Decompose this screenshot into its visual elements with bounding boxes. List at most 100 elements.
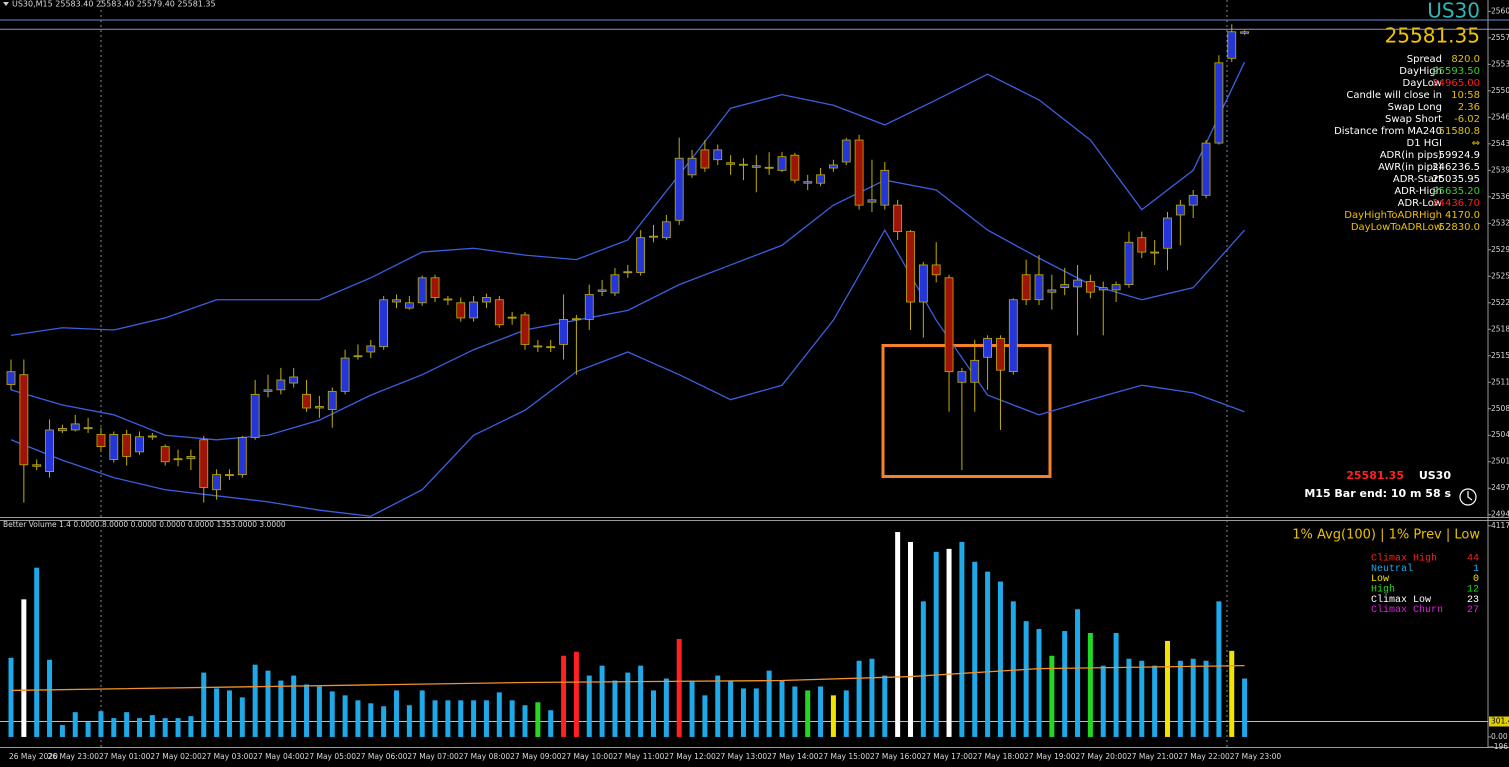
- candle-body: [1111, 284, 1121, 291]
- volume-bar: [368, 703, 374, 737]
- candle-body: [392, 299, 401, 303]
- volume-bar: [124, 712, 130, 737]
- volume-bar: [599, 665, 605, 737]
- candle-body: [340, 357, 350, 392]
- volume-bar: [59, 725, 65, 737]
- volume-bar: [612, 680, 618, 737]
- volume-bar: [278, 680, 284, 737]
- candle-body: [353, 355, 363, 358]
- y-tick-label: 24940: [1491, 510, 1509, 519]
- legend-count: 23: [1467, 595, 1479, 606]
- x-tick-label: 27 May 12:00: [664, 752, 716, 761]
- volume-bar: [625, 672, 631, 737]
- candle-body: [636, 237, 646, 273]
- info-value: 51580.8: [1439, 126, 1480, 137]
- info-label: Spread: [1407, 54, 1442, 65]
- volume-bar: [1229, 650, 1235, 737]
- volume-bar: [34, 567, 40, 737]
- candle-body: [674, 157, 684, 221]
- volume-bar: [779, 680, 785, 737]
- timer-symbol: US30: [1419, 469, 1452, 482]
- candle-body: [443, 298, 453, 301]
- candle-body: [1175, 204, 1185, 216]
- candle-body: [906, 231, 915, 303]
- candle-body: [173, 458, 183, 461]
- info-value: 10:58: [1451, 90, 1480, 101]
- candle-body: [276, 379, 286, 391]
- volume-bar: [985, 571, 991, 737]
- candle-body: [1060, 284, 1070, 289]
- candle-body: [610, 274, 620, 294]
- x-tick-label: 27 May 23:00: [1230, 752, 1282, 761]
- candle-body: [1008, 299, 1018, 373]
- candle-body: [1240, 31, 1249, 34]
- info-label: Swap Short: [1385, 114, 1442, 125]
- candle-body: [1021, 274, 1031, 301]
- symbol: US30: [1427, 0, 1480, 23]
- volume-bar: [8, 657, 14, 737]
- info-label: Swap Long: [1388, 102, 1442, 113]
- volume-bar: [239, 697, 245, 737]
- volume-bar: [689, 680, 695, 737]
- legend-count: 44: [1467, 554, 1479, 565]
- y-tick-label: 25185: [1491, 324, 1509, 333]
- candle-body: [1137, 237, 1147, 253]
- y-tick-label: 25500: [1491, 86, 1509, 95]
- candle-body: [404, 302, 414, 309]
- volume-bar: [548, 710, 554, 737]
- x-tick-label: 27 May 07:00: [407, 752, 459, 761]
- volume-bar: [1139, 660, 1145, 737]
- candle-body: [996, 337, 1005, 371]
- volume-bar: [72, 712, 78, 737]
- volume-bar: [1177, 660, 1183, 737]
- candle-body: [957, 371, 967, 383]
- candle-body: [726, 162, 735, 165]
- info-label: D1 HGI: [1407, 138, 1442, 149]
- info-value: ⇔: [1472, 138, 1480, 149]
- volume-bar: [522, 705, 528, 737]
- info-label: AWR(in pips): [1378, 162, 1442, 173]
- volume-average: [10, 665, 1245, 692]
- candle-body: [366, 345, 376, 353]
- volume-bar: [1062, 631, 1068, 737]
- y-tick-label: 25465: [1491, 112, 1509, 121]
- candle-body: [841, 139, 851, 163]
- x-tick-label: 27 May 21:00: [1127, 752, 1179, 761]
- volume-bar: [1165, 640, 1170, 737]
- volume-bar: [882, 675, 888, 737]
- info-value: -6.02: [1454, 114, 1480, 125]
- timer-price: 25581.35: [1346, 469, 1404, 482]
- volume-bar: [1152, 665, 1158, 737]
- info-value: 24965.00: [1432, 78, 1480, 89]
- candle-body: [160, 446, 170, 463]
- info-value: 59924.9: [1439, 150, 1480, 161]
- legend-name: Climax Low: [1371, 594, 1431, 606]
- y-tick-label: 25010: [1491, 457, 1509, 466]
- candle-body: [507, 316, 517, 319]
- info-label: Distance from MA240: [1334, 126, 1442, 137]
- menu-icon[interactable]: [3, 2, 9, 6]
- candle-body: [314, 406, 324, 409]
- volume-bar: [201, 672, 207, 737]
- volume-bar: [1087, 632, 1093, 737]
- volume-bar: [21, 599, 27, 737]
- candle-body: [456, 302, 466, 319]
- timer-text: M15 Bar end: 10 m 58 s: [1304, 487, 1451, 500]
- info-value: 246236.5: [1432, 162, 1480, 173]
- volume-bar: [856, 660, 862, 737]
- volume-bar: [47, 659, 53, 737]
- candle-body: [212, 474, 222, 491]
- candle-body: [494, 299, 504, 326]
- info-value: 4170.0: [1445, 210, 1480, 221]
- candle-body: [751, 165, 761, 168]
- info-value: 2.36: [1458, 102, 1480, 113]
- level-label: 301.4: [1491, 716, 1509, 725]
- info-label: ADR-Start: [1393, 174, 1442, 185]
- y-tick-label: 25395: [1491, 165, 1509, 174]
- volume-bar: [1023, 621, 1029, 737]
- volume-bar: [432, 700, 438, 737]
- y-tick-label: 25115: [1491, 377, 1509, 386]
- candle-body: [572, 318, 581, 321]
- candle-body: [1227, 31, 1237, 59]
